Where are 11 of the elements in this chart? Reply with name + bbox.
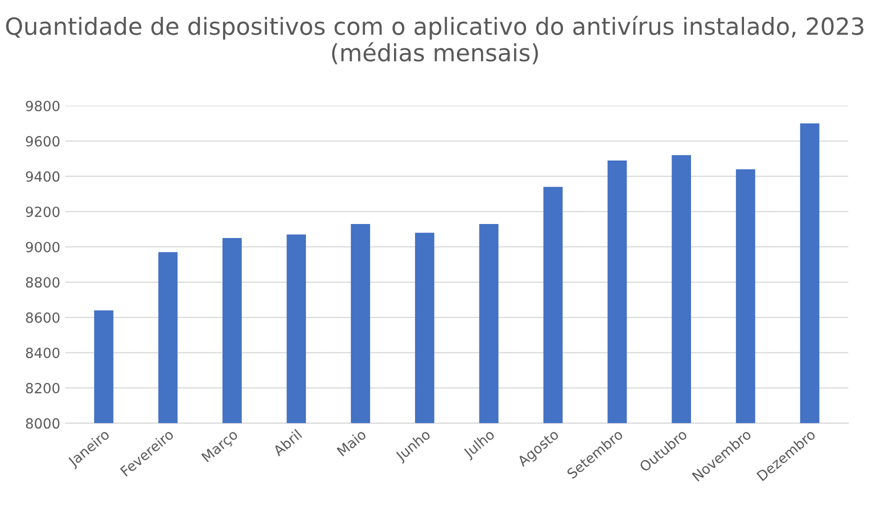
y-tick-label: 8600 xyxy=(26,312,60,323)
y-tick-label: 8800 xyxy=(26,277,60,288)
y-tick-label: 9000 xyxy=(26,242,60,252)
y-tick-label: 9800 xyxy=(26,100,60,112)
chart-title: Quantidade de dispositivos com o aplicativo do antivírus instalado, 2023 (médias mensais) xyxy=(6,16,864,64)
y-tick-label: 9400 xyxy=(26,171,60,182)
y-tick-label: 8200 xyxy=(26,382,60,394)
y-tick-label: 9600 xyxy=(26,136,60,147)
y-tick-label: 9200 xyxy=(26,206,60,218)
y-tick-label: 8400 xyxy=(26,348,60,358)
y-tick-label: 8000 xyxy=(26,418,60,429)
